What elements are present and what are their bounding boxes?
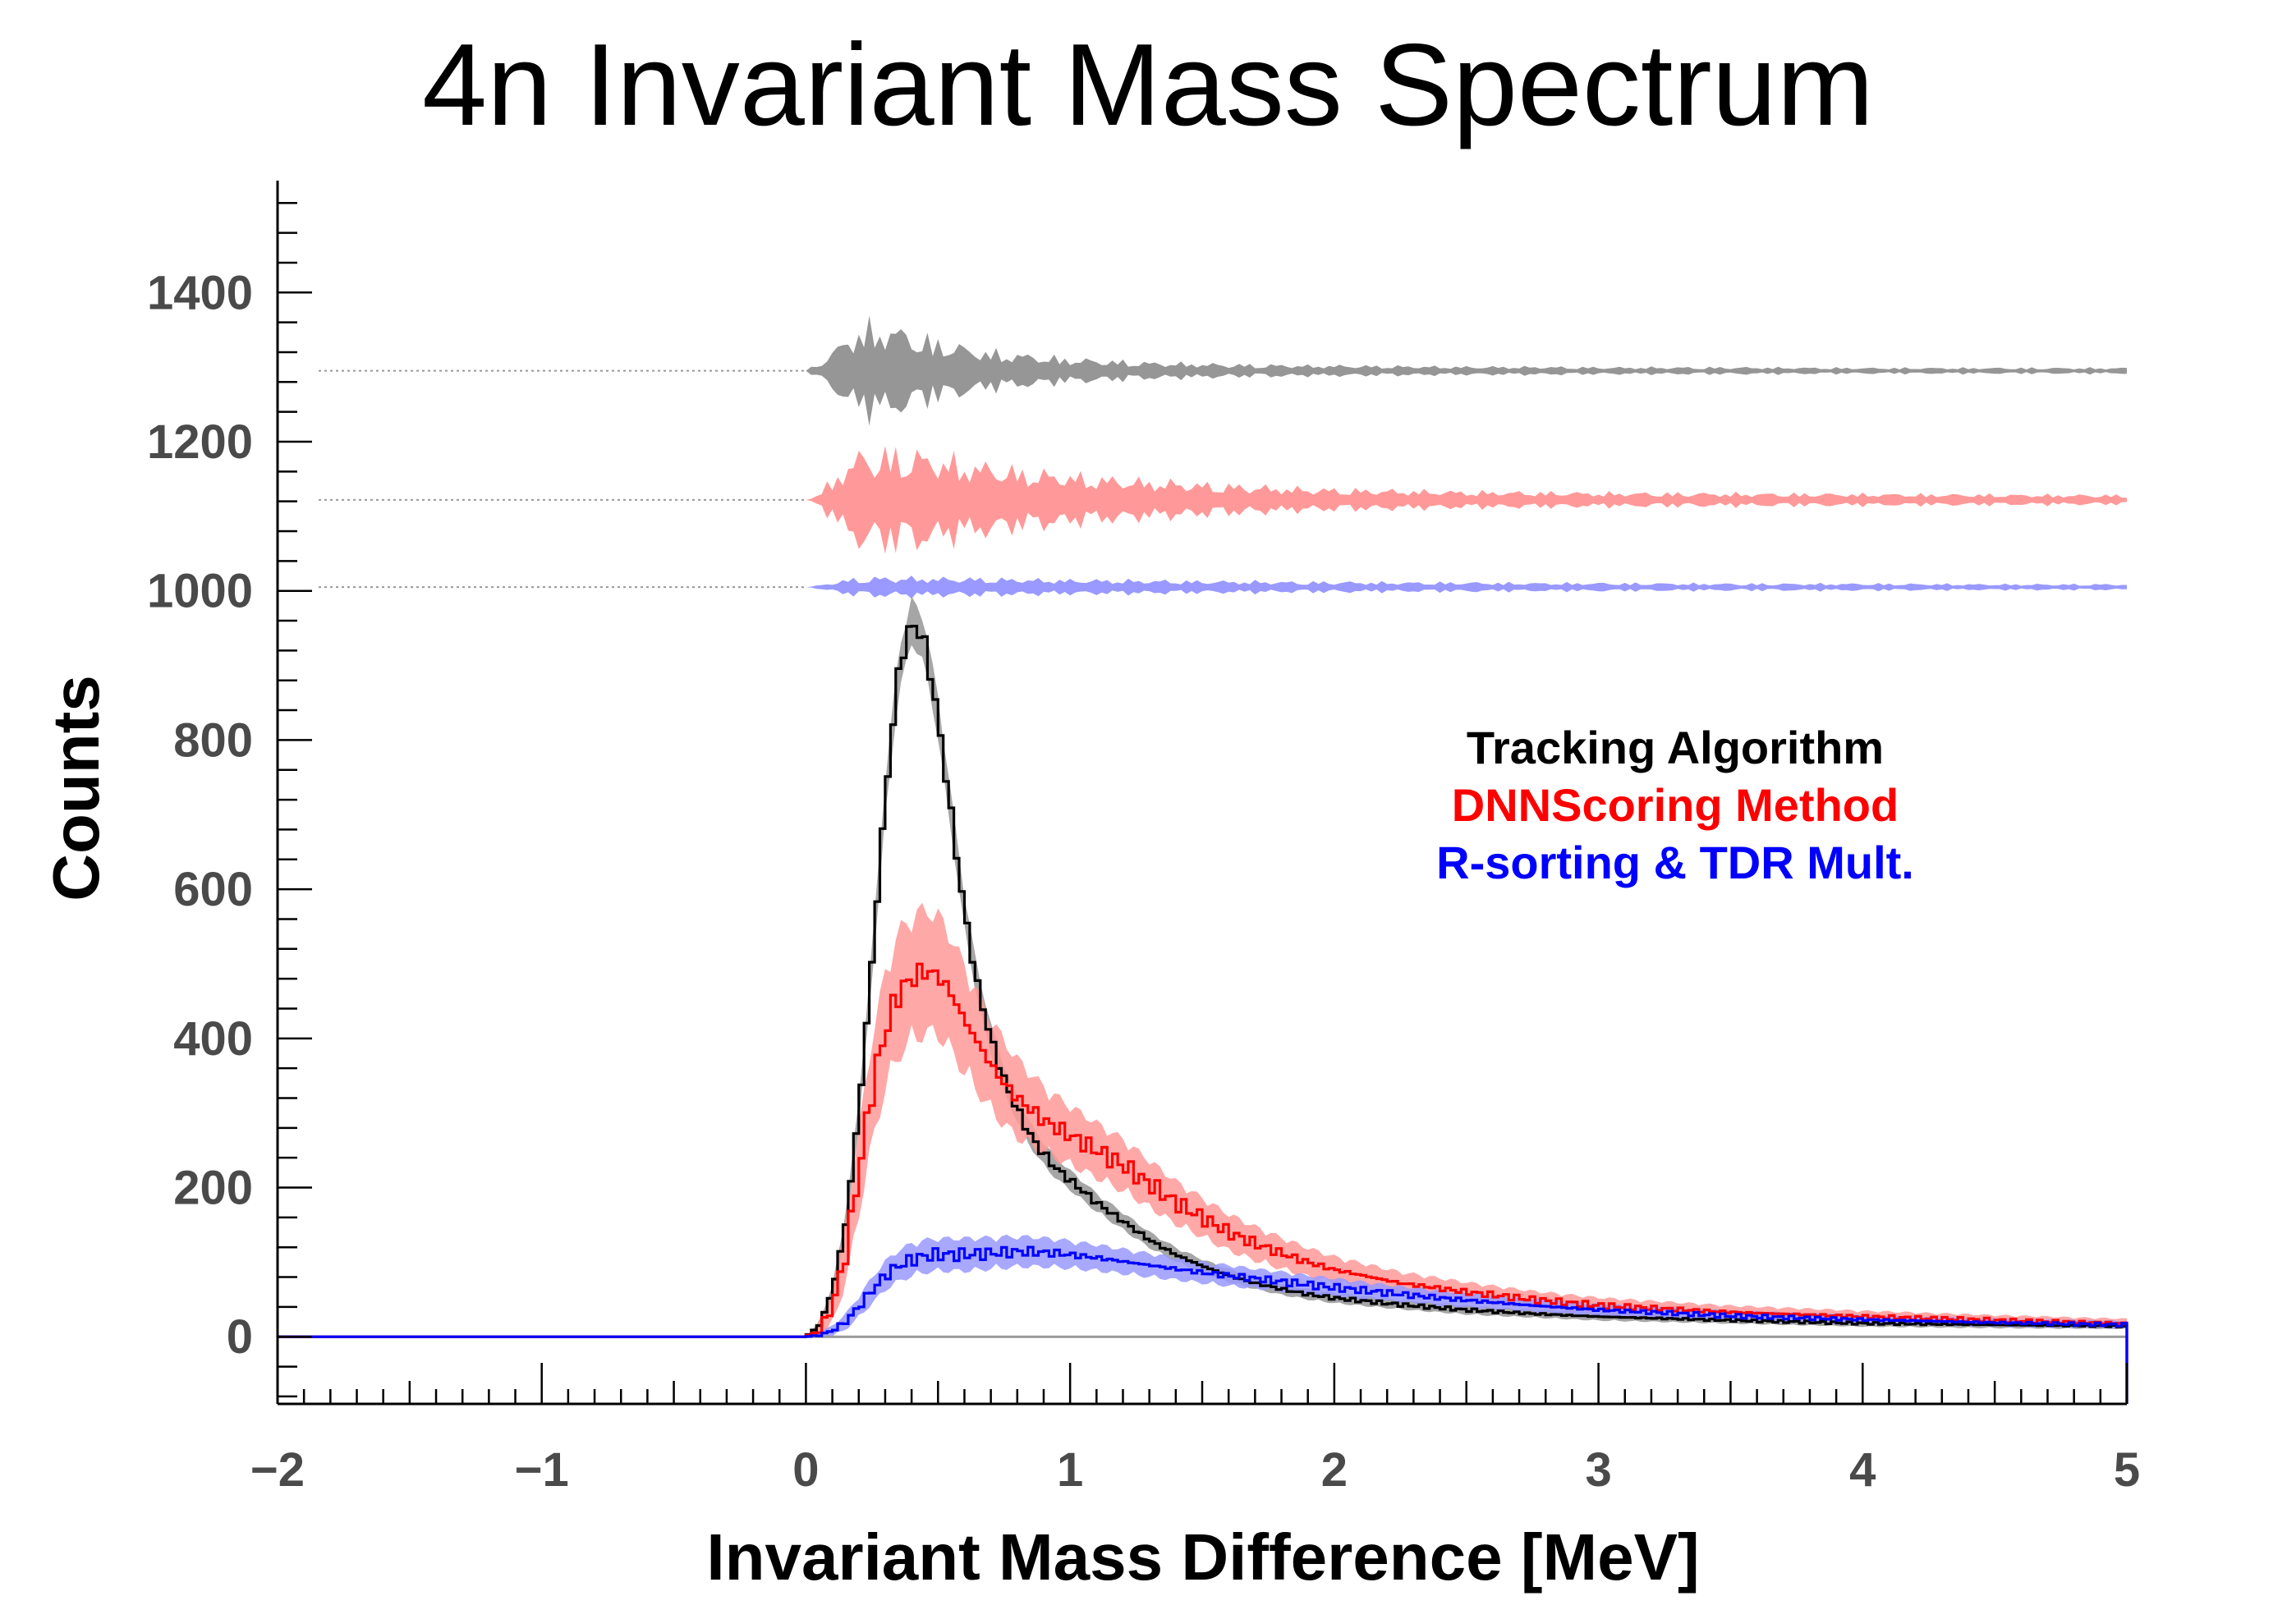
y-tick-label: 1400 <box>147 266 253 319</box>
y-tick-label: 0 <box>227 1310 253 1364</box>
legend-entry-rsort: R-sorting & TDR Mult. <box>1436 837 1914 888</box>
y-axis-title: Counts <box>39 675 113 901</box>
legend-entry-tracking: Tracking Algorithm <box>1467 722 1884 773</box>
residual-band-tracking <box>806 315 2127 426</box>
y-tick-label: 800 <box>173 713 253 767</box>
x-tick-label: −2 <box>250 1443 305 1497</box>
histogram-line-tracking <box>278 625 2128 1404</box>
histogram-lines <box>278 625 2128 1404</box>
y-tick-label: 1200 <box>147 415 253 469</box>
uncertainty-band-dnn <box>806 902 2127 1337</box>
x-tick-label: 4 <box>1849 1443 1876 1497</box>
residual-bands <box>319 315 2127 599</box>
legend: Tracking Algorithm DNNScoring Method R-s… <box>1436 722 1914 888</box>
residual-band-dnn <box>806 446 2127 554</box>
uncertainty-band-rsort <box>806 1234 2127 1337</box>
legend-entry-dnn: DNNScoring Method <box>1452 779 1899 831</box>
y-tick-label: 600 <box>173 863 253 916</box>
y-tick-label: 400 <box>173 1012 253 1066</box>
residual-band-rsort <box>806 576 2127 599</box>
x-axis-title: Invariant Mass Difference [MeV] <box>706 1520 1699 1594</box>
histogram-line-rsort <box>278 1245 2128 1404</box>
x-tick-label: 5 <box>2114 1443 2140 1497</box>
x-tick-label: −1 <box>515 1443 569 1497</box>
x-tick-label: 0 <box>792 1443 819 1497</box>
x-tick-label: 3 <box>1585 1443 1611 1497</box>
x-tick-label: 1 <box>1057 1443 1083 1497</box>
uncertainty-bands <box>806 596 2127 1337</box>
y-tick-label: 200 <box>173 1162 253 1215</box>
x-tick-label: 2 <box>1321 1443 1348 1497</box>
histogram-line-dnn <box>278 962 2128 1404</box>
y-tick-label: 1000 <box>147 565 253 618</box>
chart-title: 4n Invariant Mass Spectrum <box>422 20 1874 150</box>
x-axis: −2 −1 0 1 2 3 4 5 <box>250 1363 2140 1497</box>
y-axis: 0 200 400 600 800 1000 1200 1400 <box>147 181 312 1404</box>
